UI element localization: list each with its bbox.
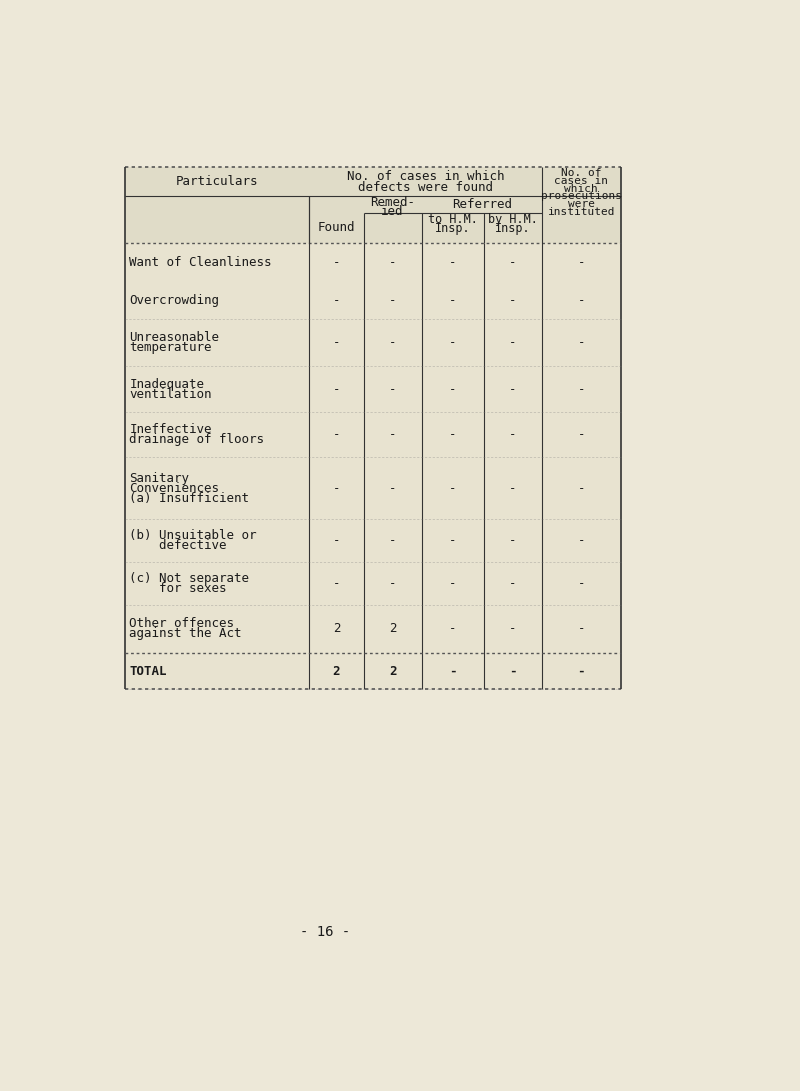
Text: (c) Not separate: (c) Not separate	[130, 572, 250, 585]
Text: against the Act: against the Act	[130, 627, 242, 640]
Text: 2: 2	[333, 664, 340, 678]
Text: cases in: cases in	[554, 176, 608, 185]
Text: -: -	[509, 256, 517, 268]
Text: for sexes: for sexes	[130, 582, 227, 595]
Text: -: -	[333, 481, 340, 494]
Text: ied: ied	[382, 205, 404, 218]
Text: -: -	[509, 664, 517, 678]
Text: -: -	[333, 256, 340, 268]
Text: -: -	[449, 336, 456, 349]
Text: -: -	[509, 577, 517, 590]
Text: No. of cases in which: No. of cases in which	[346, 170, 504, 183]
Text: Particulars: Particulars	[176, 176, 258, 189]
Text: -: -	[389, 577, 396, 590]
Text: -: -	[578, 622, 585, 635]
Text: -: -	[578, 577, 585, 590]
Text: -: -	[333, 428, 340, 441]
Text: drainage of floors: drainage of floors	[130, 433, 265, 446]
Text: Ineffective: Ineffective	[130, 423, 212, 436]
Text: ventilation: ventilation	[130, 387, 212, 400]
Text: (b) Unsuitable or: (b) Unsuitable or	[130, 529, 257, 542]
Text: Unreasonable: Unreasonable	[130, 331, 219, 344]
Text: -: -	[578, 336, 585, 349]
Text: - 16 -: - 16 -	[300, 925, 350, 938]
Text: -: -	[333, 535, 340, 547]
Text: -: -	[333, 293, 340, 307]
Text: 2: 2	[389, 664, 396, 678]
Text: -: -	[578, 481, 585, 494]
Text: TOTAL: TOTAL	[130, 664, 167, 678]
Text: Conveniences: Conveniences	[130, 481, 219, 494]
Text: -: -	[509, 535, 517, 547]
Text: -: -	[389, 428, 396, 441]
Text: -: -	[509, 383, 517, 396]
Text: Insp.: Insp.	[495, 223, 530, 236]
Text: -: -	[333, 383, 340, 396]
Text: Other offences: Other offences	[130, 618, 234, 631]
Text: Found: Found	[318, 220, 355, 233]
Text: -: -	[333, 577, 340, 590]
Text: -: -	[389, 336, 396, 349]
Text: Sanitary: Sanitary	[130, 471, 190, 484]
Text: by H.M.: by H.M.	[488, 213, 538, 226]
Text: were: were	[568, 199, 594, 209]
Text: -: -	[449, 293, 456, 307]
Text: -: -	[449, 535, 456, 547]
Text: -: -	[578, 428, 585, 441]
Text: temperature: temperature	[130, 341, 212, 353]
Text: -: -	[509, 293, 517, 307]
Text: Inadequate: Inadequate	[130, 377, 205, 391]
Text: -: -	[449, 577, 456, 590]
Text: defects were found: defects were found	[358, 181, 493, 193]
Text: No. of: No. of	[561, 168, 602, 178]
Text: defective: defective	[130, 539, 227, 552]
Text: -: -	[509, 428, 517, 441]
Text: Remed-: Remed-	[370, 196, 415, 209]
Text: -: -	[578, 293, 585, 307]
Text: -: -	[578, 383, 585, 396]
Text: -: -	[449, 256, 456, 268]
Text: -: -	[389, 293, 396, 307]
Text: -: -	[333, 336, 340, 349]
Text: prosecutions: prosecutions	[541, 191, 622, 202]
Text: Want of Cleanliness: Want of Cleanliness	[130, 256, 272, 268]
Text: -: -	[509, 481, 517, 494]
Text: -: -	[449, 428, 456, 441]
Text: Referred: Referred	[452, 199, 512, 212]
Text: -: -	[449, 664, 456, 678]
Bar	[125, 167, 621, 690]
Text: -: -	[389, 383, 396, 396]
Text: -: -	[389, 481, 396, 494]
Text: 2: 2	[389, 622, 396, 635]
Text: Insp.: Insp.	[435, 223, 470, 236]
Text: -: -	[578, 256, 585, 268]
Text: -: -	[509, 622, 517, 635]
Text: -: -	[389, 535, 396, 547]
Text: -: -	[389, 256, 396, 268]
Text: -: -	[509, 336, 517, 349]
Text: 2: 2	[333, 622, 340, 635]
Text: -: -	[449, 481, 456, 494]
Text: -: -	[578, 535, 585, 547]
Text: instituted: instituted	[547, 207, 615, 217]
Text: -: -	[449, 622, 456, 635]
Text: to H.M.: to H.M.	[428, 213, 478, 226]
Text: (a) Insufficient: (a) Insufficient	[130, 492, 250, 505]
Text: -: -	[578, 664, 585, 678]
Text: -: -	[449, 383, 456, 396]
Bar	[125, 167, 621, 242]
Text: which: which	[565, 183, 598, 194]
Text: Overcrowding: Overcrowding	[130, 293, 219, 307]
